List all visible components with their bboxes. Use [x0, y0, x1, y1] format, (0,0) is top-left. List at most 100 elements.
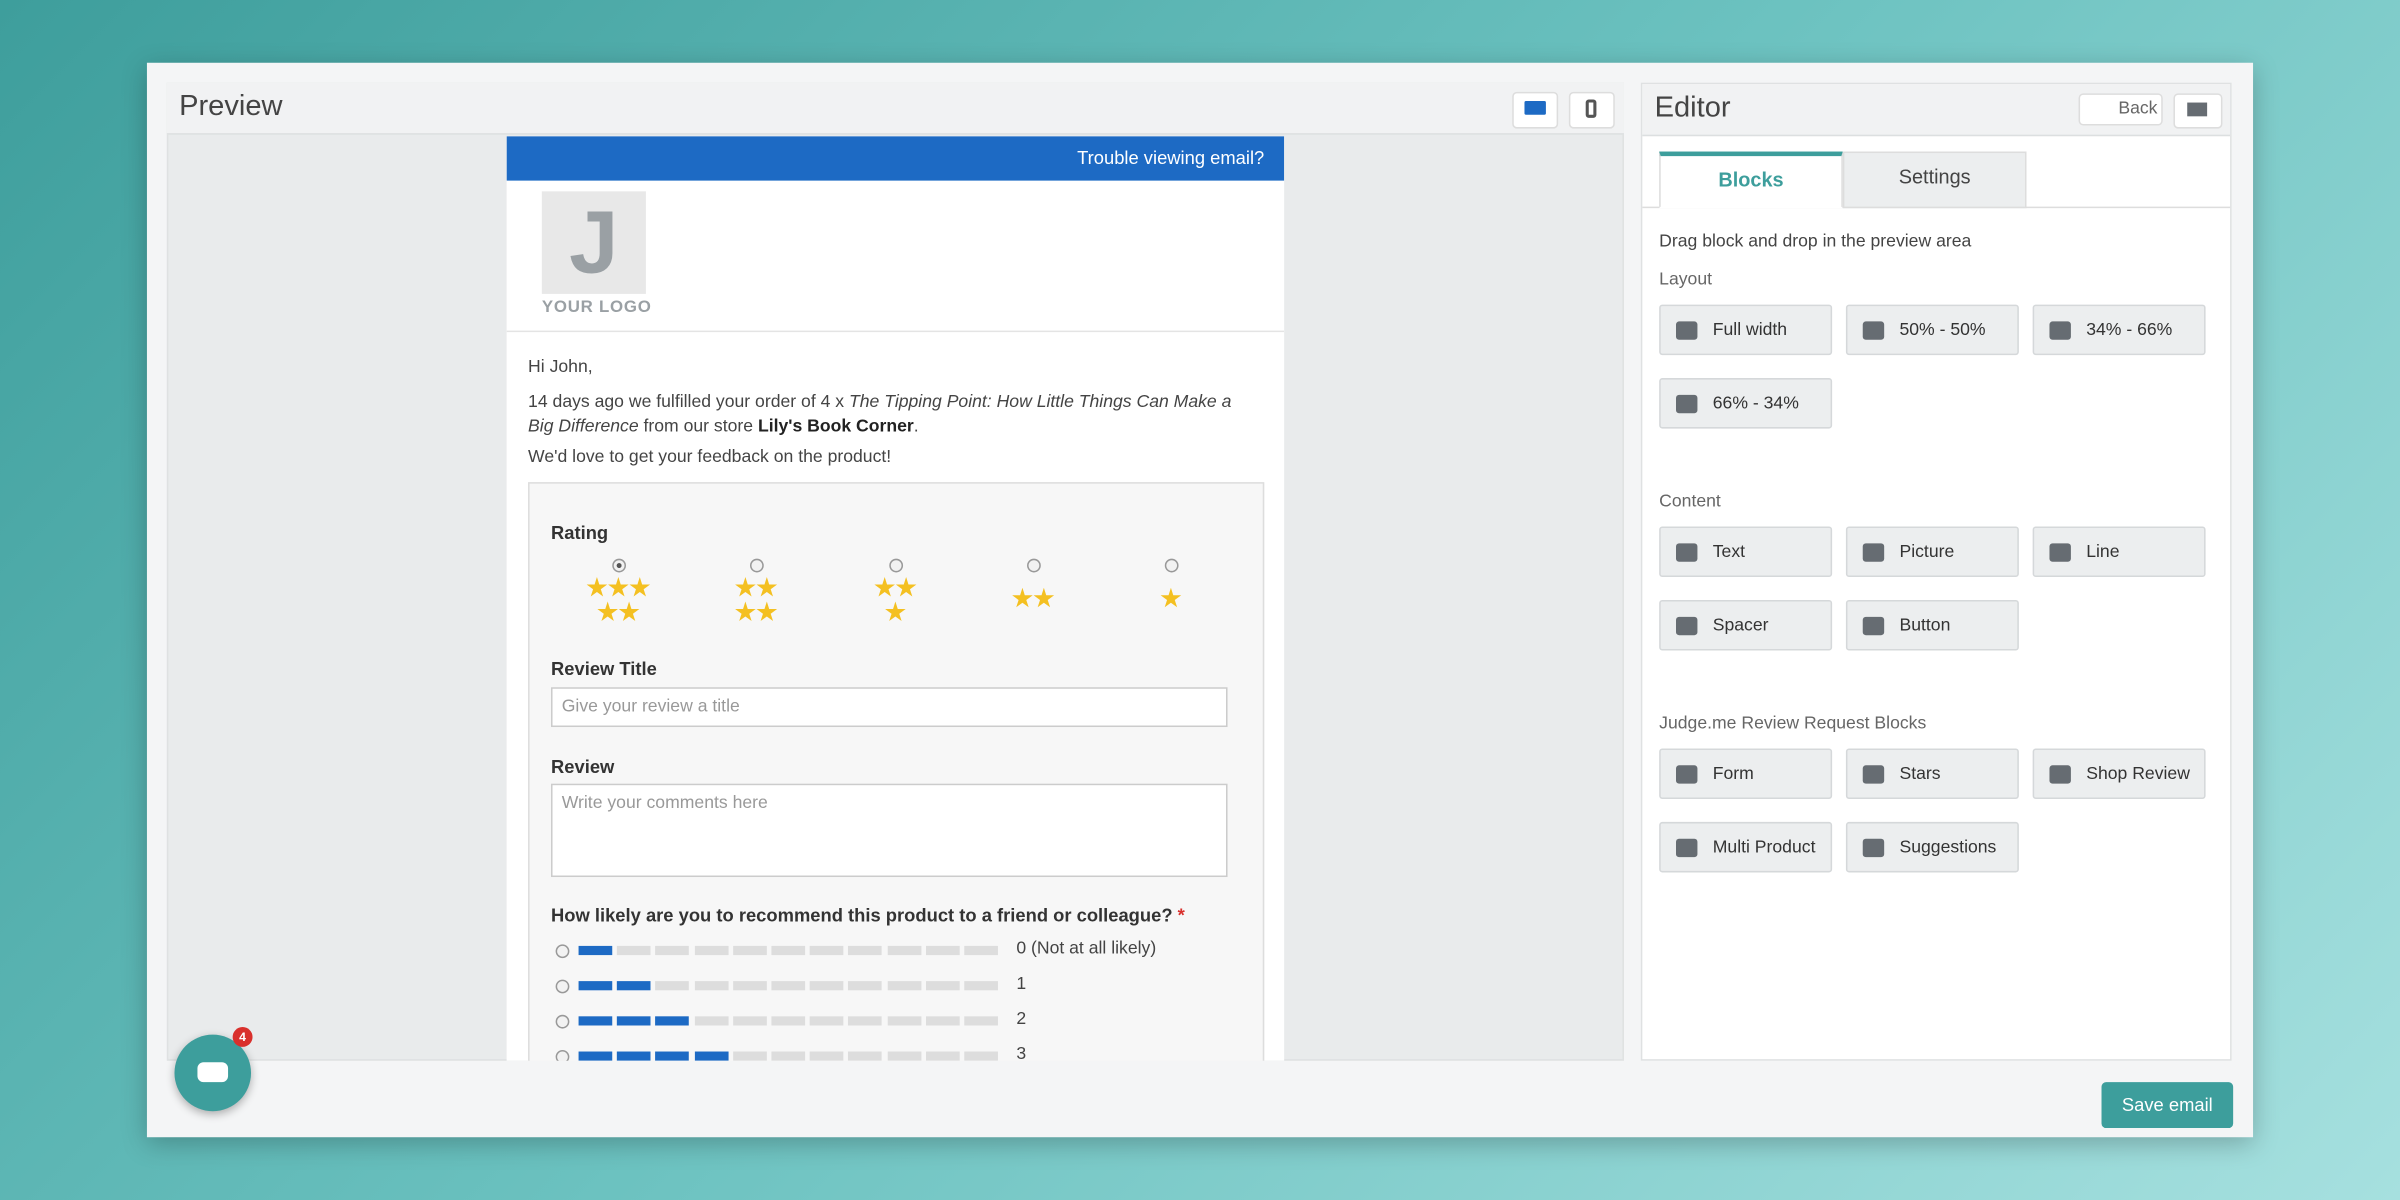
nps-segment	[732, 1016, 767, 1026]
block-icon	[1862, 838, 1885, 858]
review-textarea[interactable]: Write your comments here	[551, 783, 1228, 878]
star	[885, 601, 906, 622]
text: 14 days ago we fulfilled your order of 4…	[528, 393, 850, 412]
nps-segment	[887, 981, 921, 991]
logo-text: YOUR LOGO	[541, 298, 652, 317]
nps-segment	[848, 981, 883, 991]
chat-button[interactable]	[174, 1034, 252, 1112]
email-topbar	[506, 136, 1285, 181]
nps-segment	[732, 981, 767, 991]
nps-segment	[655, 945, 690, 956]
tab[interactable]: Settings	[1842, 151, 2027, 209]
block-button[interactable]: Picture	[1845, 526, 2019, 578]
block-button[interactable]: Spacer	[1659, 599, 1833, 651]
block-button[interactable]: Button	[1845, 599, 2019, 651]
nps-segment	[771, 1016, 806, 1026]
block-button[interactable]: 66% - 34%	[1659, 378, 1833, 429]
nps-radio[interactable]	[555, 979, 570, 994]
greeting: Hi John,	[528, 358, 593, 377]
nps-segment	[617, 1051, 651, 1061]
nps-scale	[578, 981, 1008, 991]
nps-radio[interactable]	[555, 1049, 570, 1061]
review-form	[528, 482, 1265, 1061]
nps-scale	[578, 945, 1008, 956]
nps-segment	[694, 981, 728, 991]
tab[interactable]: Blocks	[1659, 151, 1843, 209]
nps-segment	[694, 1016, 728, 1026]
nps-label: 3	[1016, 1045, 1027, 1061]
star	[586, 577, 608, 597]
nps-segment	[809, 981, 844, 991]
nps-segment	[655, 1016, 690, 1026]
rating-radio[interactable]	[749, 558, 764, 573]
back-button[interactable]: Back	[2078, 93, 2163, 126]
block-button[interactable]: Stars	[1845, 748, 2019, 799]
rating-radio[interactable]	[612, 558, 627, 573]
block-icon	[1676, 394, 1698, 414]
nps-segment	[848, 1051, 883, 1061]
block-button[interactable]: 34% - 66%	[2032, 304, 2206, 356]
desktop-view-button[interactable]	[1512, 91, 1559, 129]
nps-scale	[578, 1051, 1008, 1061]
nps-radio[interactable]	[555, 1014, 570, 1029]
nps-segment	[655, 981, 690, 991]
trouble-link[interactable]: Trouble viewing email?	[1077, 146, 1265, 169]
rating-radio[interactable]	[889, 558, 904, 573]
feedback: We'd love to get your feedback on the pr…	[528, 448, 892, 467]
star	[629, 577, 651, 597]
rating-radio[interactable]	[1027, 558, 1041, 573]
review-title-input[interactable]: Give your review a title	[551, 687, 1228, 728]
nps-radio[interactable]	[555, 944, 570, 959]
block-icon	[2049, 543, 2071, 562]
nps-segment	[925, 1016, 960, 1026]
nps-segment	[771, 945, 806, 956]
section-title: Content	[1659, 492, 1721, 512]
block-button[interactable]: Full width	[1659, 304, 1833, 356]
rating-stars	[1125, 577, 1217, 632]
nps-segment	[887, 1016, 921, 1026]
nps-segment	[617, 1016, 651, 1026]
block-icon	[1676, 321, 1698, 340]
block-button[interactable]: Suggestions	[1845, 821, 2019, 873]
preview-header	[166, 82, 1624, 135]
nps-segment	[964, 981, 998, 991]
rating-stars	[987, 577, 1079, 632]
nps-segment	[925, 945, 960, 956]
divider	[506, 330, 1285, 333]
rating-label: Rating	[551, 521, 609, 544]
mobile-view-button[interactable]	[1568, 91, 1615, 129]
nps-segment	[578, 1051, 613, 1061]
block-button[interactable]: Multi Product	[1659, 821, 1833, 873]
star	[895, 577, 917, 597]
nps-segment	[578, 981, 613, 991]
star	[735, 577, 756, 597]
editor-title: Editor	[1654, 91, 1731, 124]
section-title: Layout	[1659, 270, 1713, 290]
block-icon	[2049, 321, 2071, 340]
block-button[interactable]: Line	[2032, 526, 2206, 578]
block-button[interactable]: Text	[1659, 526, 1833, 578]
rating-radio[interactable]	[1164, 558, 1179, 573]
star	[608, 577, 629, 597]
block-icon	[2049, 765, 2071, 784]
block-icon	[1862, 765, 1885, 784]
star	[618, 601, 640, 622]
nps-segment	[848, 945, 883, 956]
star	[756, 577, 778, 597]
preview-title: Preview	[179, 90, 283, 123]
block-button[interactable]: 50% - 50%	[1845, 304, 2019, 356]
save-button[interactable]: Save email	[2101, 1082, 2234, 1129]
nps-segment	[694, 1051, 728, 1061]
block-icon	[1862, 321, 1885, 340]
block-icon	[1676, 838, 1698, 858]
nps-segment	[964, 945, 998, 956]
nps-segment	[694, 945, 728, 956]
email-button[interactable]	[2173, 93, 2223, 129]
rating-stars	[710, 577, 802, 632]
nps-segment	[771, 981, 806, 991]
block-button[interactable]: Shop Review	[2032, 748, 2206, 799]
block-button[interactable]: Form	[1659, 748, 1833, 799]
star	[597, 601, 618, 622]
nps-label: 1	[1016, 974, 1027, 994]
